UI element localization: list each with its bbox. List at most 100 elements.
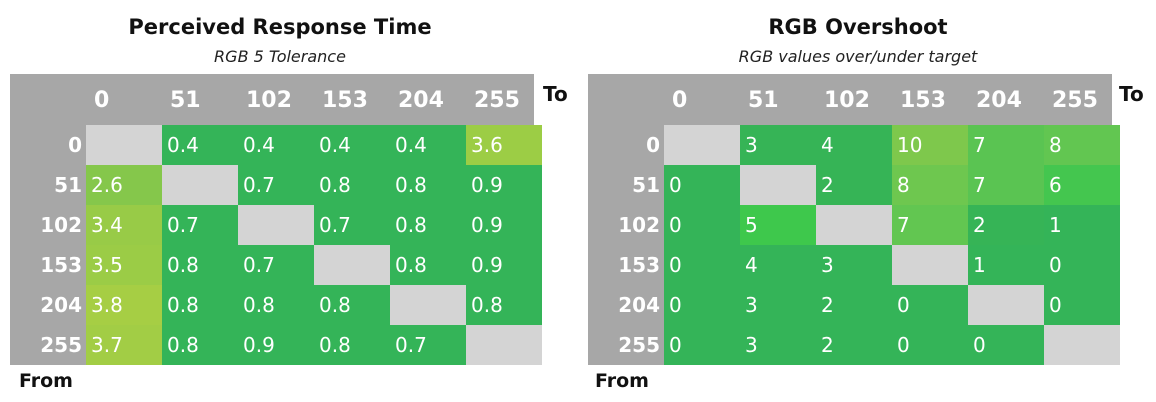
heatmap-cell-empty (314, 245, 390, 285)
heatmap-cell: 0.8 (390, 245, 466, 285)
heatmap-cell-empty (664, 125, 740, 165)
heatmap-cell: 3.6 (466, 125, 542, 165)
heatmap-cell: 3 (816, 245, 892, 285)
heatmap-cell: 3.7 (86, 325, 162, 365)
heatmap-cell: 0.4 (238, 125, 314, 165)
heatmap-cell: 0.7 (238, 165, 314, 205)
heatmap-cell: 2 (816, 165, 892, 205)
row-header-153: 153 (40, 253, 82, 277)
overshoot-panel: RGB Overshoot RGB values over/under targ… (578, 0, 1144, 402)
column-header-153: 153 (322, 88, 368, 113)
heatmap-cell: 1 (968, 245, 1044, 285)
row-header-102: 102 (40, 213, 82, 237)
heatmap-cell: 0 (664, 325, 740, 365)
heatmap-cell: 8 (892, 165, 968, 205)
to-axis-label: To (543, 82, 568, 106)
heatmap-cell: 0.8 (162, 245, 238, 285)
chart-subtitle: RGB 5 Tolerance (214, 47, 346, 66)
heatmap-cell: 1 (1044, 205, 1120, 245)
heatmap-cell: 2 (816, 285, 892, 325)
to-axis-label: To (1119, 82, 1144, 106)
row-header-51: 51 (632, 173, 660, 197)
heatmap-cell: 5 (740, 205, 816, 245)
chart-subtitle: RGB values over/under target (738, 47, 978, 66)
heatmap-cell: 0 (1044, 245, 1120, 285)
heatmap-cell-empty (238, 205, 314, 245)
row-header-204: 204 (618, 293, 660, 317)
heatmap-cell-empty (892, 245, 968, 285)
heatmap-cell: 3 (740, 285, 816, 325)
from-axis-label: From (19, 370, 73, 392)
heatmap-cell: 0 (968, 325, 1044, 365)
column-header-0: 0 (672, 88, 688, 113)
overshoot-heatmap: 0 51 102 153 204 255 0 3 4 10 7 8 51 0 2 8 7 6 102 0 5 7 2 1 153… (588, 74, 1120, 365)
heatmap-cell: 6 (1044, 165, 1120, 205)
heatmap-cell: 3.8 (86, 285, 162, 325)
heatmap-cell: 0.8 (390, 205, 466, 245)
heatmap-cell: 0.9 (466, 205, 542, 245)
heatmap-cell: 0 (664, 205, 740, 245)
heatmap-cell: 0 (1044, 285, 1120, 325)
heatmap-cell: 0.8 (238, 285, 314, 325)
row-header-51: 51 (54, 173, 82, 197)
row-header-255: 255 (40, 333, 82, 357)
row-header-102: 102 (618, 213, 660, 237)
heatmap-cell: 2 (968, 205, 1044, 245)
column-header-204: 204 (976, 88, 1022, 113)
row-header-0: 0 (646, 133, 660, 157)
heatmap-cell: 8 (1044, 125, 1120, 165)
heatmap-cell: 0.9 (466, 165, 542, 205)
heatmap-cell: 0.4 (390, 125, 466, 165)
heatmap-cell: 0.4 (162, 125, 238, 165)
column-header-153: 153 (900, 88, 946, 113)
heatmap-cell: 0.8 (314, 285, 390, 325)
heatmap-cell: 0.8 (162, 285, 238, 325)
heatmap-cell: 0 (892, 285, 968, 325)
row-header-204: 204 (40, 293, 82, 317)
heatmap-cell-empty (816, 205, 892, 245)
chart-title: Perceived Response Time (128, 15, 432, 39)
heatmap-cell: 3 (740, 125, 816, 165)
column-header-255: 255 (1052, 88, 1098, 113)
column-header-102: 102 (246, 88, 292, 113)
heatmap-cell: 2.6 (86, 165, 162, 205)
response-time-panel: Perceived Response Time RGB 5 Tolerance … (0, 0, 568, 402)
heatmap-cell: 0.4 (314, 125, 390, 165)
heatmap-cell-empty (740, 165, 816, 205)
column-header-102: 102 (824, 88, 870, 113)
heatmap-cell: 7 (892, 205, 968, 245)
heatmap-cell-empty (86, 125, 162, 165)
heatmap-cell: 0.9 (238, 325, 314, 365)
row-header-153: 153 (618, 253, 660, 277)
heatmap-cell: 0.8 (162, 325, 238, 365)
column-header-51: 51 (170, 88, 201, 113)
column-header-0: 0 (94, 88, 110, 113)
heatmap-cell-empty (390, 285, 466, 325)
heatmap-cell: 0.9 (466, 245, 542, 285)
heatmap-cell-empty (162, 165, 238, 205)
heatmap-cell: 3 (740, 325, 816, 365)
column-header-51: 51 (748, 88, 779, 113)
heatmap-cell: 0 (664, 285, 740, 325)
chart-title: RGB Overshoot (768, 15, 948, 39)
heatmap-cell: 0.7 (314, 205, 390, 245)
heatmap-cell: 3.4 (86, 205, 162, 245)
heatmap-cell: 10 (892, 125, 968, 165)
heatmap-cell: 0.7 (162, 205, 238, 245)
column-header-255: 255 (474, 88, 520, 113)
row-header-0: 0 (68, 133, 82, 157)
heatmap-cell: 4 (740, 245, 816, 285)
heatmap-cell: 7 (968, 125, 1044, 165)
heatmap-cell: 7 (968, 165, 1044, 205)
heatmap-cell-empty (466, 325, 542, 365)
heatmap-cell: 0 (892, 325, 968, 365)
heatmap-cell: 4 (816, 125, 892, 165)
heatmap-cell: 2 (816, 325, 892, 365)
heatmap-cell: 0.8 (314, 165, 390, 205)
from-axis-label: From (595, 370, 649, 392)
heatmap-cell-empty (968, 285, 1044, 325)
response-time-heatmap: 0 51 102 153 204 255 0 0.4 0.4 0.4 0.4 3.6 51 2.6 0.7 0… (10, 74, 542, 365)
heatmap-cell: 3.5 (86, 245, 162, 285)
heatmap-cell: 0.7 (390, 325, 466, 365)
heatmap-cell: 0 (664, 165, 740, 205)
